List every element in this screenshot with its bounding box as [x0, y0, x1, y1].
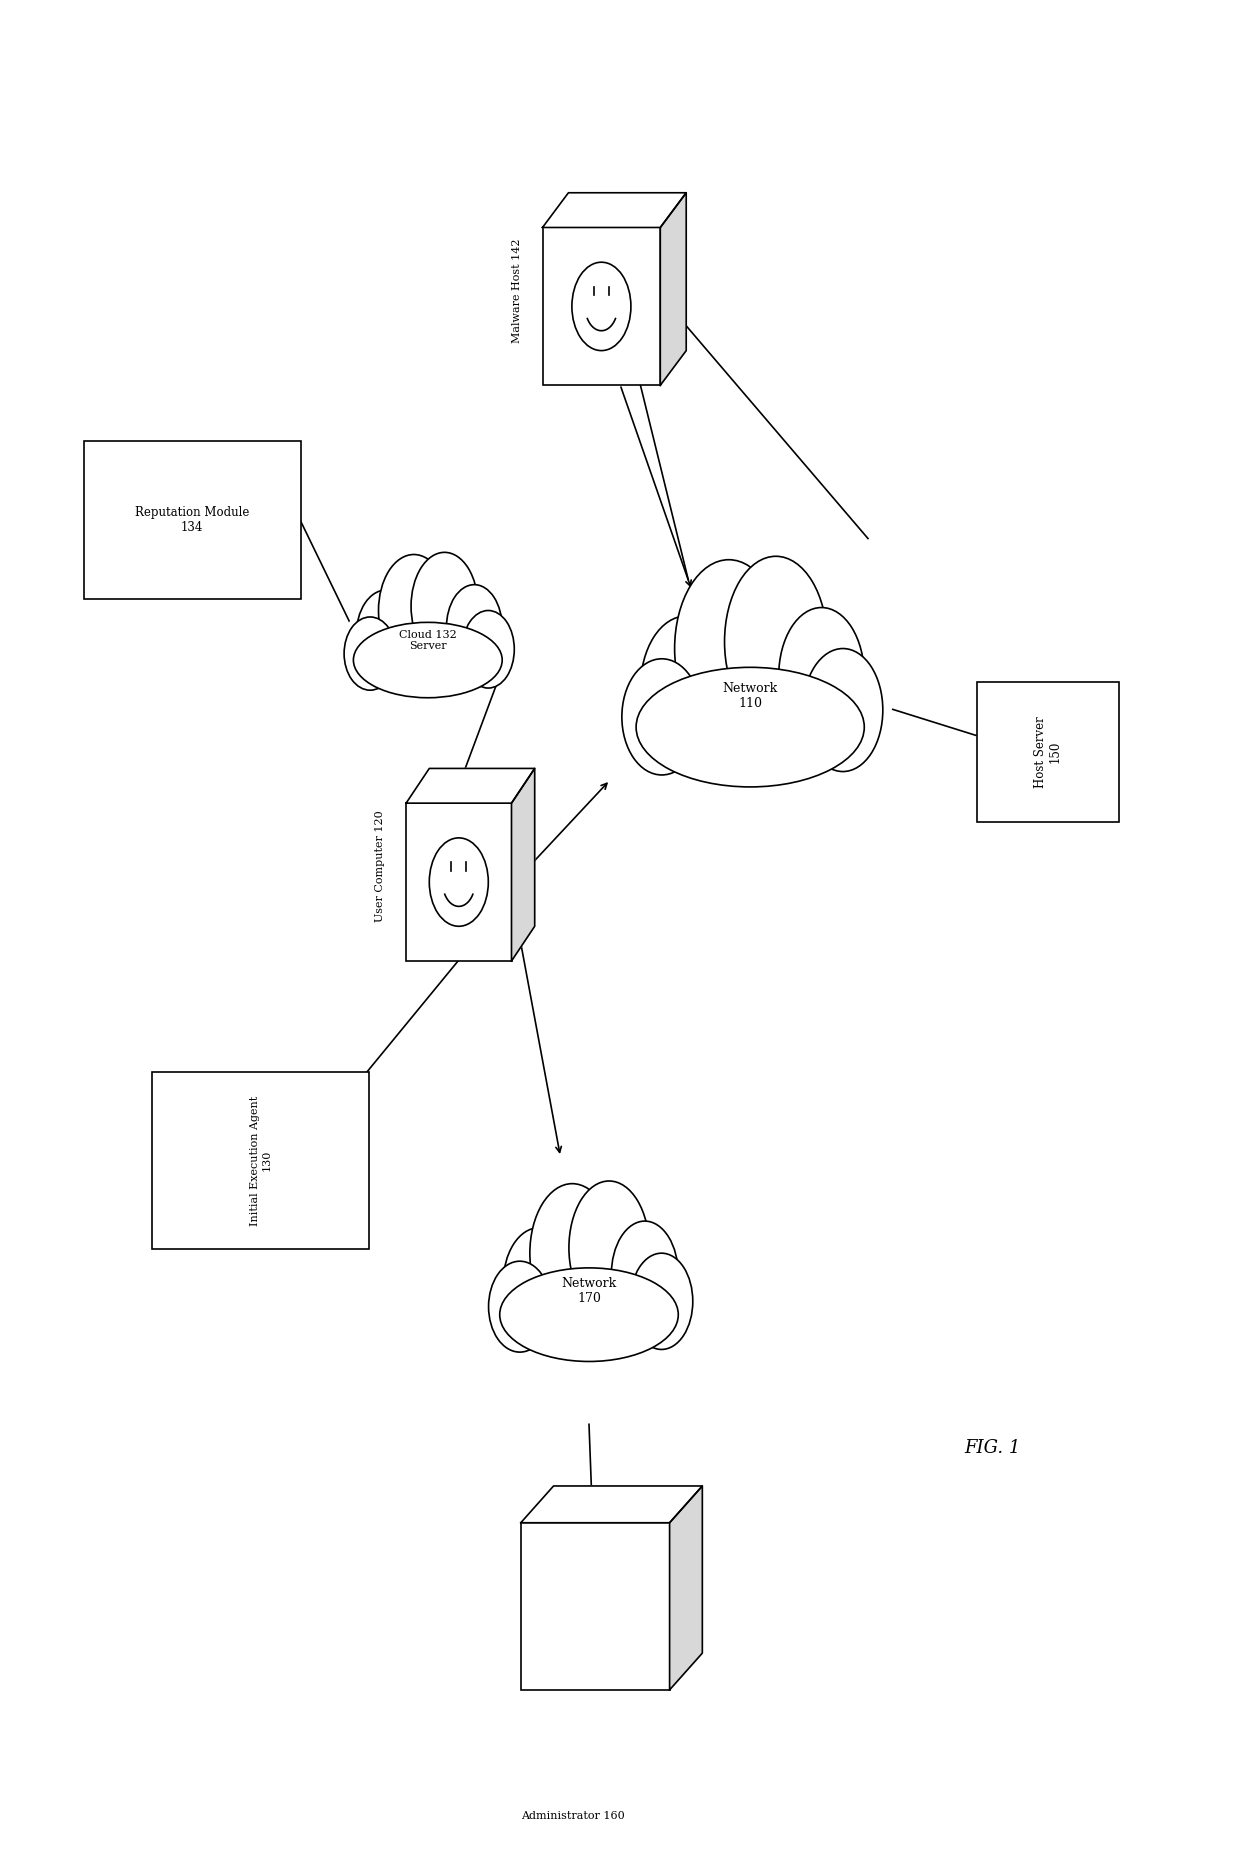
Ellipse shape	[446, 585, 502, 670]
Ellipse shape	[611, 1222, 678, 1328]
FancyBboxPatch shape	[543, 228, 660, 386]
Ellipse shape	[378, 555, 449, 667]
Text: Administrator 160: Administrator 160	[521, 1811, 625, 1820]
Ellipse shape	[630, 1253, 693, 1350]
Polygon shape	[660, 193, 686, 386]
Text: Network
170: Network 170	[562, 1276, 616, 1305]
Ellipse shape	[343, 587, 511, 695]
Ellipse shape	[779, 607, 864, 745]
Ellipse shape	[640, 617, 732, 760]
Ellipse shape	[675, 559, 782, 737]
FancyBboxPatch shape	[977, 683, 1118, 821]
Ellipse shape	[621, 659, 702, 774]
Ellipse shape	[804, 648, 883, 771]
Text: Cloud 132
Server: Cloud 132 Server	[399, 630, 456, 652]
Ellipse shape	[621, 611, 878, 782]
Polygon shape	[670, 1486, 702, 1690]
FancyBboxPatch shape	[84, 442, 300, 598]
Polygon shape	[511, 769, 534, 962]
Ellipse shape	[569, 1181, 650, 1315]
Ellipse shape	[343, 617, 397, 691]
Text: User Computer 120: User Computer 120	[374, 810, 384, 923]
Polygon shape	[543, 193, 686, 228]
Text: Reputation Module
134: Reputation Module 134	[135, 505, 249, 535]
Text: Initial Execution Agent
130: Initial Execution Agent 130	[249, 1096, 272, 1226]
FancyBboxPatch shape	[407, 802, 512, 962]
FancyBboxPatch shape	[521, 1523, 670, 1690]
Ellipse shape	[489, 1224, 689, 1357]
Ellipse shape	[353, 622, 502, 698]
Ellipse shape	[463, 611, 515, 689]
Ellipse shape	[724, 557, 827, 728]
Ellipse shape	[636, 667, 864, 787]
Text: Malware Host 142: Malware Host 142	[512, 238, 522, 344]
Ellipse shape	[489, 1261, 551, 1352]
Ellipse shape	[410, 552, 479, 659]
Text: Host Server
150: Host Server 150	[1034, 717, 1061, 787]
Ellipse shape	[500, 1268, 678, 1361]
Text: FIG. 1: FIG. 1	[963, 1439, 1021, 1458]
FancyBboxPatch shape	[151, 1073, 370, 1248]
Polygon shape	[521, 1486, 702, 1523]
Polygon shape	[407, 769, 534, 802]
Text: Network
110: Network 110	[723, 682, 777, 711]
Ellipse shape	[356, 591, 415, 680]
Ellipse shape	[503, 1227, 574, 1341]
Ellipse shape	[529, 1183, 615, 1322]
